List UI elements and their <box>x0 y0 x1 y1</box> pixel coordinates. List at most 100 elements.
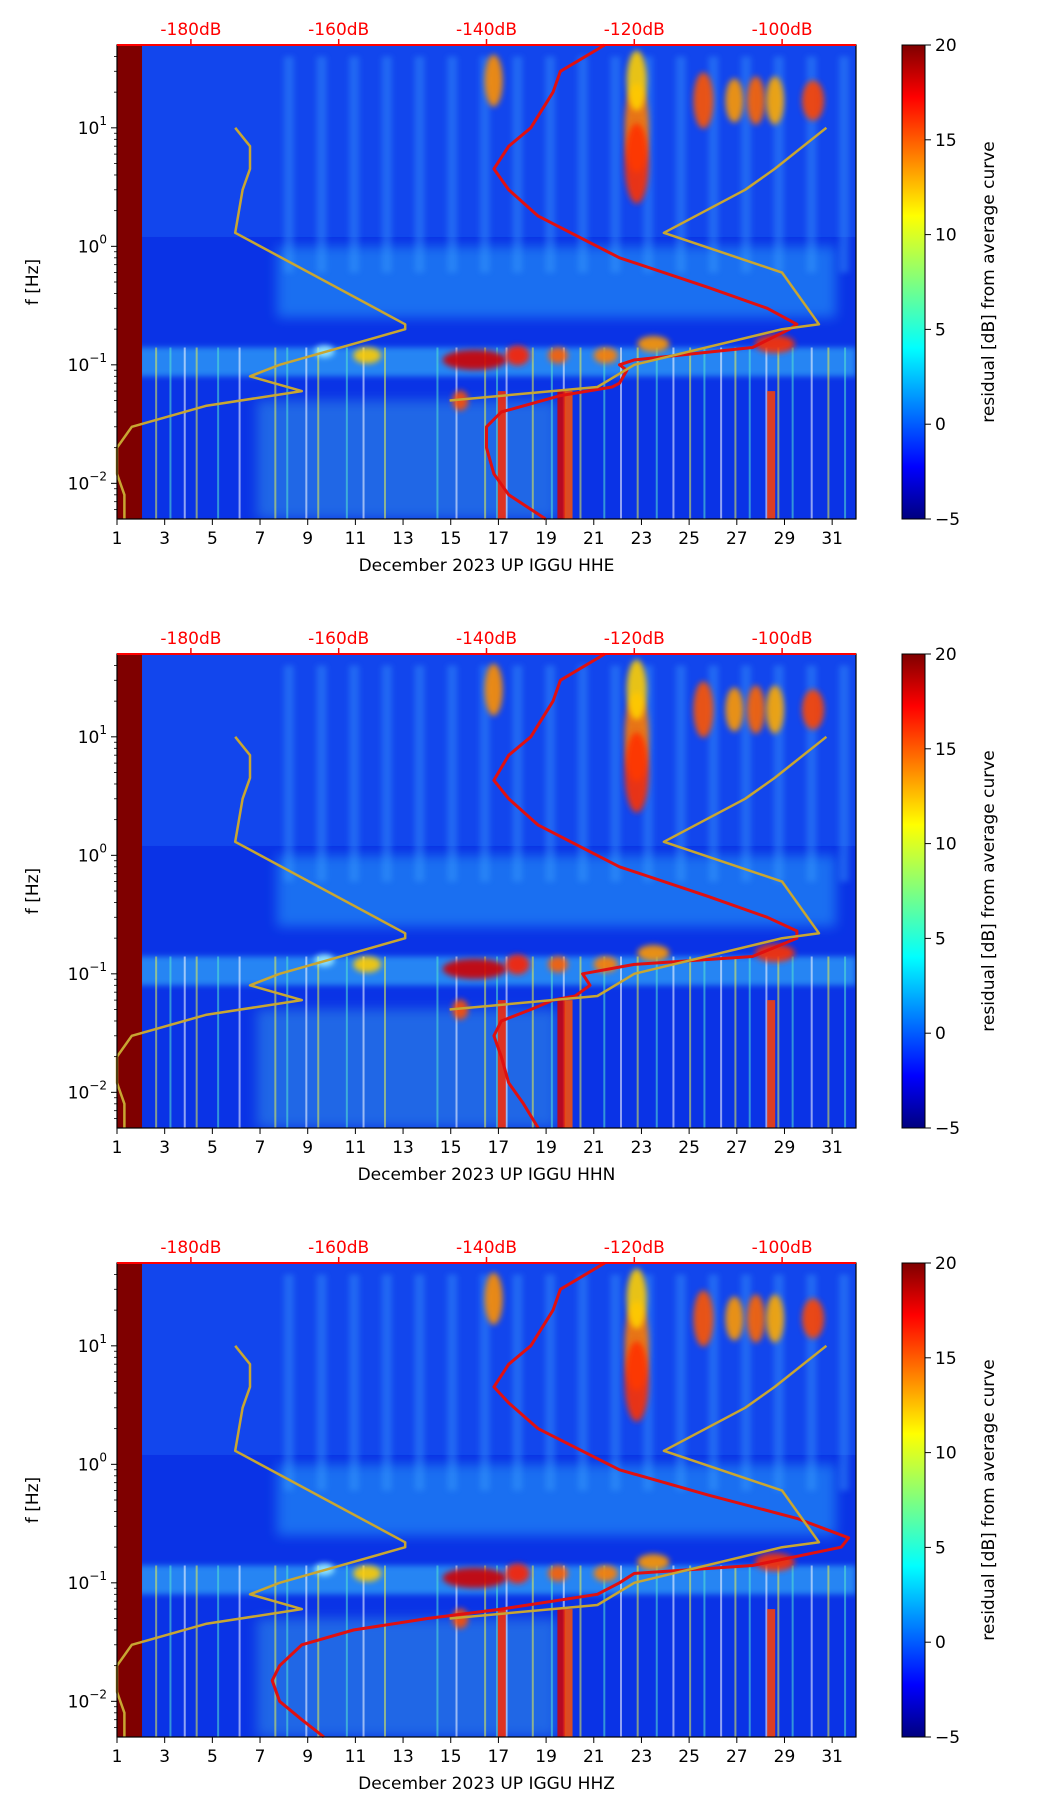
spectrogram-texture <box>619 1565 622 1737</box>
colorbar-label: residual [dB] from average curve <box>979 141 999 422</box>
spectrogram-texture <box>579 956 582 1128</box>
x-tick-label: 5 <box>207 529 218 549</box>
spectrogram-texture <box>479 665 490 882</box>
spectrogram-texture <box>277 246 836 318</box>
spectrogram-texture <box>655 1565 658 1737</box>
x-tick-label: 7 <box>255 1138 266 1158</box>
spectrogram-texture <box>545 56 556 273</box>
spectrogram-texture <box>479 56 490 273</box>
spectrogram-hotspot <box>497 1609 506 1737</box>
spectrogram-texture <box>689 956 692 1128</box>
spectrogram-hotspot <box>624 732 649 813</box>
spectrogram-texture <box>381 665 392 882</box>
spectrogram-texture <box>305 347 308 519</box>
spectrogram-texture <box>505 1565 508 1737</box>
spectrogram-texture <box>810 347 813 519</box>
x-tick-label: 29 <box>774 1747 796 1767</box>
y-axis-label: f [Hz] <box>23 1477 43 1523</box>
spectrogram-texture <box>806 56 817 273</box>
spectrogram-texture <box>169 1565 172 1737</box>
spectrogram-hotspot <box>505 1563 530 1584</box>
spectrogram-texture <box>579 347 582 519</box>
x-tick-label: 27 <box>726 1138 748 1158</box>
spectrogram-texture <box>827 347 830 519</box>
db-tick-label: -140dB <box>456 629 517 649</box>
y-tick-label: 100 <box>78 232 107 257</box>
spectrogram-texture <box>238 956 241 1128</box>
x-tick-label: 15 <box>440 529 462 549</box>
spectrogram-texture <box>619 347 622 519</box>
spectrogram-texture <box>286 956 289 1128</box>
x-tick-label: 27 <box>726 1747 748 1767</box>
spectrogram-texture <box>286 1565 289 1737</box>
spectrogram-hotspot <box>505 954 530 975</box>
spectrogram-texture <box>765 1565 768 1737</box>
x-tick-label: 3 <box>159 529 170 549</box>
x-tick-label: 31 <box>821 1138 843 1158</box>
spectrogram-hotspot <box>802 1298 825 1339</box>
spectrogram-texture <box>748 347 751 519</box>
y-tick-label: 100 <box>78 1450 107 1475</box>
spectrogram-texture <box>316 1274 327 1491</box>
spectrogram-image <box>117 45 856 519</box>
x-tick-label: 25 <box>678 529 700 549</box>
spectrogram-hotspot <box>484 1272 503 1325</box>
no-data-strip <box>117 1263 143 1737</box>
spectrogram-texture <box>484 1565 487 1737</box>
spectrogram-texture <box>636 1565 639 1737</box>
x-tick-label: 21 <box>583 1138 605 1158</box>
spectrogram-texture <box>383 1565 386 1737</box>
spectrogram-texture <box>381 1274 392 1491</box>
spectrogram-texture <box>720 1565 723 1737</box>
spectrogram-texture <box>217 347 220 519</box>
x-tick-label: 17 <box>488 1138 510 1158</box>
spectrogram-hotspot <box>693 1290 714 1347</box>
spectrogram-texture <box>362 956 365 1128</box>
x-tick-label: 7 <box>255 1747 266 1767</box>
db-tick-label: -160dB <box>308 629 369 649</box>
spectrogram-texture <box>283 1274 294 1491</box>
spectrogram-hotspot <box>725 78 744 123</box>
average-psd-line <box>485 43 799 521</box>
spectrogram-hotspot <box>548 347 569 364</box>
spectrogram-texture <box>362 347 365 519</box>
colorbar-label: residual [dB] from average curve <box>979 750 999 1031</box>
y-tick-label: 10−1 <box>68 1569 107 1594</box>
spectrogram-texture <box>414 56 425 273</box>
spectrogram-image <box>117 654 856 1128</box>
spectrogram-texture <box>349 1274 360 1491</box>
colorbar-tick-label: 5 <box>935 929 946 949</box>
x-tick-label: 21 <box>583 1747 605 1767</box>
x-tick-label: 5 <box>207 1747 218 1767</box>
spectrogram-hotspot <box>593 347 618 364</box>
no-data-strip <box>117 654 143 1128</box>
spectrogram-texture <box>603 347 606 519</box>
spectrogram-texture <box>277 1464 836 1536</box>
spectrogram-texture <box>791 347 794 519</box>
spectrogram-texture <box>345 1565 348 1737</box>
spectrogram-texture <box>169 347 172 519</box>
spectrogram-texture <box>283 665 294 882</box>
spectrogram-hotspot <box>802 689 825 730</box>
x-tick-label: 1 <box>112 1138 123 1158</box>
spectrogram-texture <box>810 956 813 1128</box>
spectrogram-texture <box>345 956 348 1128</box>
spectrogram-texture <box>484 956 487 1128</box>
spectrogram-texture <box>257 1009 557 1128</box>
spectrogram-texture <box>703 956 706 1128</box>
colorbar-tick-label: 0 <box>935 1024 946 1044</box>
spectrogram-texture <box>703 347 706 519</box>
spectrogram-hotspot <box>353 347 382 364</box>
x-tick-label: 25 <box>678 1747 700 1767</box>
spectrogram-texture <box>672 1565 675 1737</box>
spectrogram-texture <box>383 956 386 1128</box>
y-tick-label: 101 <box>78 723 107 748</box>
colorbar-tick-label: 5 <box>935 1538 946 1558</box>
x-tick-label: 21 <box>583 529 605 549</box>
x-tick-label: 11 <box>345 1138 367 1158</box>
spectrogram-texture <box>708 56 719 273</box>
spectrogram-texture <box>479 1274 490 1491</box>
x-tick-label: 27 <box>726 529 748 549</box>
spectrogram-texture <box>708 665 719 882</box>
spectrogram-texture <box>777 1565 780 1737</box>
